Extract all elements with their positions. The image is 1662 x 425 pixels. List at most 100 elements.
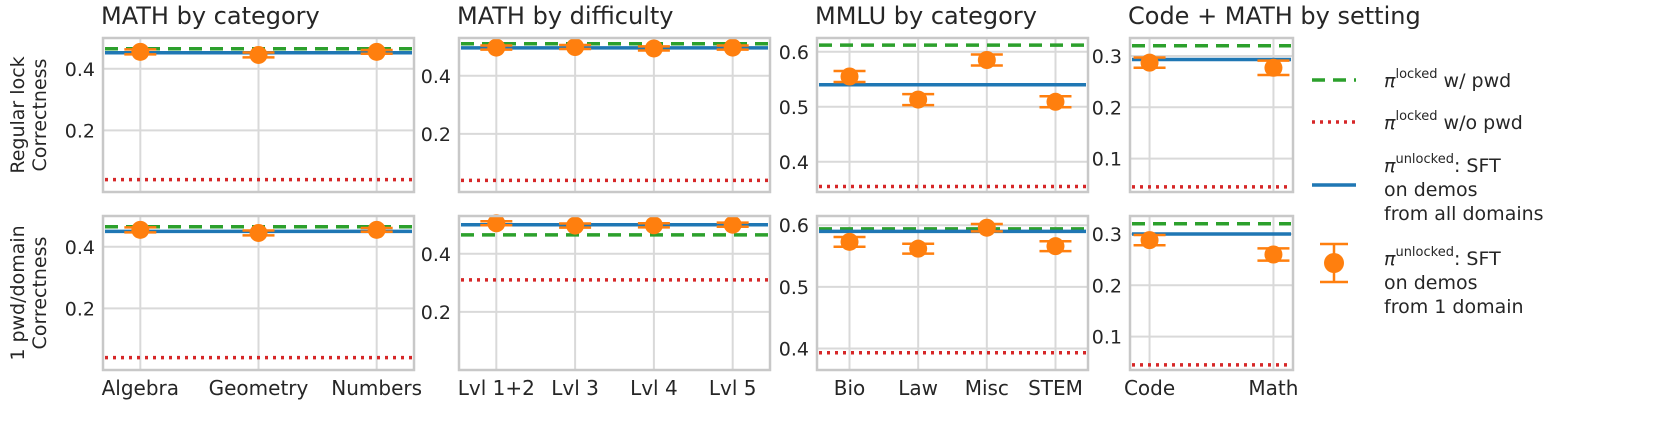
legend-symbol: π (1384, 248, 1396, 270)
data-point-lvl-4 (644, 39, 663, 58)
legend-label: πunlocked: SFT (1384, 245, 1501, 270)
data-point-algebra (131, 42, 150, 61)
y-tick-label: 0.4 (65, 237, 95, 259)
x-tick-label: Code (1124, 376, 1175, 400)
legend-label: πunlocked: SFT (1384, 152, 1501, 177)
y-tick-label: 0.4 (779, 152, 809, 174)
y-tick-label: 0.5 (779, 97, 809, 119)
y-tick-label: 0.2 (1092, 275, 1122, 297)
panel-math-by-difficulty-row-1: 0.2 0.4 (421, 36, 772, 194)
data-point-stem (1046, 237, 1065, 256)
legend-symbol: π (1384, 155, 1396, 177)
legend-label: πlocked w/o pwd (1384, 109, 1523, 134)
x-tick-label: Math (1248, 376, 1298, 400)
row-label-line: 1 pwd/domain (7, 225, 29, 360)
row-label-line: Correctness (29, 237, 51, 350)
legend-text-line: from all domains (1384, 203, 1544, 225)
x-tick-label: Lvl 4 (630, 376, 678, 400)
plot-frame (457, 36, 772, 194)
plot-area (459, 216, 770, 370)
legend-entry-locked-without-pwd: πlocked w/o pwd (1312, 109, 1523, 134)
row-label-line: Regular lock (7, 56, 29, 173)
y-tick-label: 0.2 (65, 298, 95, 320)
legend-text-line: on demos (1384, 179, 1478, 201)
panel-code-math-by-setting-row-1: 0.1 0.2 0.3 (1092, 36, 1295, 194)
plot-frame (1128, 36, 1295, 194)
plot-area (817, 38, 1088, 192)
legend-entry-locked-with-pwd: πlocked w/ pwd (1312, 67, 1511, 92)
plot-frame (815, 214, 1090, 372)
row-label-line: Correctness (29, 59, 51, 172)
plot-area (459, 38, 770, 192)
plot-frame (457, 214, 772, 372)
y-tick-label: 0.5 (779, 277, 809, 299)
y-tick-label: 0.6 (779, 215, 809, 237)
panel-mmlu-by-category-row-2: 0.4 0.5 0.6 (779, 214, 1090, 372)
legend-superscript: locked (1395, 67, 1437, 82)
x-tick-label: Algebra (102, 376, 179, 400)
data-point-algebra (131, 220, 150, 239)
data-point-law (909, 239, 928, 258)
data-point-lvl-3 (566, 216, 585, 235)
legend-text-line: w/o pwd (1437, 112, 1522, 134)
panel-title-code-math-by-setting: Code + MATH by setting (1128, 2, 1421, 30)
legend-superscript: locked (1395, 109, 1437, 124)
data-point-lvl-4 (644, 216, 663, 235)
legend-symbol: π (1384, 112, 1396, 134)
data-point-law (909, 90, 928, 109)
data-point-misc (977, 218, 996, 237)
data-point-code (1140, 231, 1159, 250)
x-tick-label: Law (898, 376, 938, 400)
row-label-1: Regular lockCorrectness (7, 56, 51, 173)
data-point-code (1140, 53, 1159, 72)
legend-superscript: unlocked (1395, 245, 1454, 260)
data-point-numbers (367, 42, 386, 61)
panel-math-by-category-row-2: 0.2 0.4 (65, 214, 416, 372)
y-tick-label: 0.4 (779, 338, 809, 360)
data-point-math (1264, 245, 1283, 264)
data-point-stem (1046, 92, 1065, 111)
y-tick-label: 0.1 (1092, 327, 1122, 349)
y-tick-label: 0.3 (1092, 46, 1122, 68)
legend-text-line: from 1 domain (1384, 296, 1524, 318)
plot-frame (815, 36, 1090, 194)
plot-frame (101, 214, 416, 372)
legend-text-line: : SFT (1454, 155, 1501, 177)
data-point-lvl-1-2 (487, 214, 506, 233)
y-tick-label: 0.2 (1092, 97, 1122, 119)
legend-text-line: on demos (1384, 272, 1478, 294)
x-tick-label: Bio (834, 376, 866, 400)
y-tick-label: 0.6 (779, 42, 809, 64)
panel-math-by-difficulty-row-2: 0.2 0.4 (421, 214, 772, 372)
data-point-lvl-1-2 (487, 38, 506, 57)
x-tick-label: Lvl 1+2 (458, 376, 535, 400)
y-tick-label: 0.1 (1092, 149, 1122, 171)
legend-label: πlocked w/ pwd (1384, 67, 1511, 92)
y-tick-label: 0.3 (1092, 224, 1122, 246)
data-point-numbers (367, 220, 386, 239)
y-tick-label: 0.4 (421, 66, 451, 88)
plot-frame (101, 36, 416, 194)
y-tick-label: 0.2 (65, 120, 95, 142)
x-tick-label: STEM (1028, 376, 1083, 400)
legend-text-line: : SFT (1454, 248, 1501, 270)
y-tick-label: 0.2 (421, 302, 451, 324)
data-point-geometry (249, 223, 268, 242)
data-point-misc (977, 51, 996, 69)
panel-code-math-by-setting-row-2: 0.1 0.2 0.3 (1092, 214, 1295, 372)
x-tick-label: Numbers (331, 376, 422, 400)
data-point-lvl-3 (566, 38, 585, 57)
data-point-lvl-5 (723, 215, 742, 234)
legend-symbol: π (1384, 70, 1396, 92)
legend-superscript: unlocked (1395, 152, 1454, 167)
data-point-math (1264, 58, 1283, 77)
panel-title-math-by-difficulty: MATH by difficulty (457, 2, 673, 30)
data-point-bio (840, 67, 859, 86)
x-tick-label: Lvl 3 (551, 376, 599, 400)
x-tick-label: Lvl 5 (709, 376, 757, 400)
data-point-geometry (249, 45, 268, 64)
panel-mmlu-by-category-row-1: 0.4 0.5 0.6 (779, 36, 1090, 194)
